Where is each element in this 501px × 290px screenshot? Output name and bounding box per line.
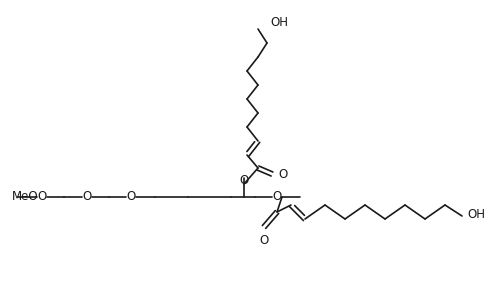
Text: O: O [126, 191, 135, 204]
Text: MeO: MeO [12, 191, 39, 204]
Text: O: O [37, 191, 47, 204]
Text: O: O [272, 191, 281, 204]
Text: O: O [259, 234, 268, 247]
Text: O: O [82, 191, 92, 204]
Text: O: O [278, 168, 287, 180]
Text: O: O [239, 175, 248, 188]
Text: OH: OH [466, 208, 484, 220]
Text: OH: OH [270, 15, 288, 28]
